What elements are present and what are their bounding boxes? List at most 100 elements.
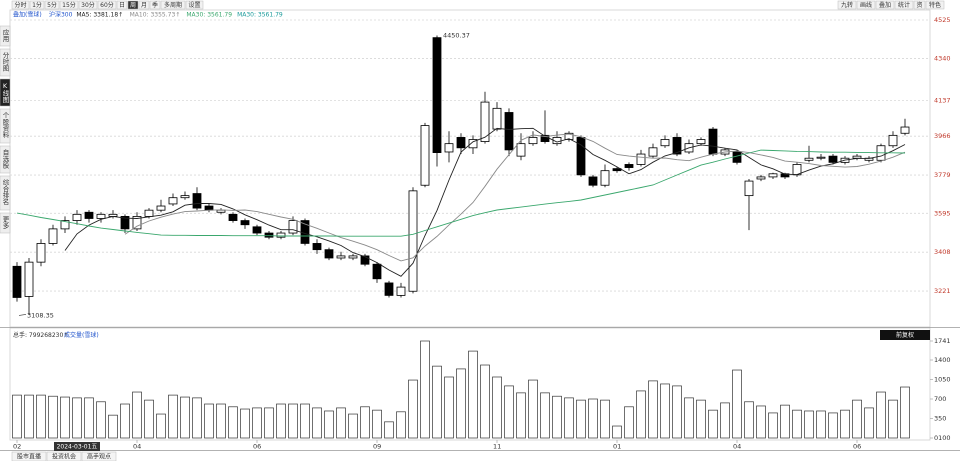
period-tab[interactable]: 日: [119, 2, 125, 9]
tool-button-bg[interactable]: [875, 0, 895, 10]
candle-body: [36, 243, 46, 263]
y-tick-label: 700: [934, 395, 946, 403]
volume-bar: [636, 390, 646, 439]
volume-bar: [24, 394, 34, 439]
candle-body: [12, 265, 22, 298]
sidebar-tab-bg[interactable]: [0, 175, 11, 211]
volume-bar: [276, 403, 286, 439]
volume-bar: [852, 399, 862, 439]
sidebar-tab[interactable]: 应用: [1, 28, 9, 44]
sidebar-tab-bg[interactable]: [0, 48, 11, 77]
period-tab[interactable]: 60分: [100, 1, 114, 9]
period-tab-bg[interactable]: [97, 0, 117, 10]
y-tick-label: 3221: [934, 287, 951, 295]
sidebar-tab[interactable]: 个股资料: [1, 112, 9, 140]
period-tab[interactable]: 1分: [32, 1, 42, 9]
tool-button-bg[interactable]: [837, 0, 857, 10]
adjust-button-bg[interactable]: [880, 330, 930, 340]
period-tab-bg[interactable]: [44, 0, 60, 10]
bottom-tab-bg[interactable]: [11, 451, 47, 461]
tool-button[interactable]: 特色: [929, 1, 941, 9]
volume-bar: [72, 397, 82, 439]
bottom-tab[interactable]: 投资机会: [52, 452, 76, 460]
volume-panel: [9, 327, 931, 441]
sidebar-tab-bg[interactable]: [0, 25, 11, 47]
x-tick-label: 04: [133, 443, 141, 451]
period-tab[interactable]: 季: [152, 1, 158, 9]
y-tick-label: 3966: [934, 132, 951, 140]
volume-bar: [192, 397, 202, 439]
volume-bar: [432, 365, 442, 439]
ma-line: [16, 149, 906, 237]
candle-body: [324, 249, 334, 259]
period-tab[interactable]: 5分: [47, 1, 57, 9]
tool-button[interactable]: 资: [916, 1, 922, 9]
period-tab-bg[interactable]: [127, 0, 139, 10]
candle-body: [240, 220, 250, 226]
candle-body: [624, 164, 634, 168]
period-tab[interactable]: 30分: [81, 1, 95, 9]
period-tab-bg[interactable]: [116, 0, 128, 10]
sidebar-tab[interactable]: 分时图: [1, 51, 9, 73]
sidebar-tab[interactable]: 更多: [1, 216, 9, 231]
candle-body: [480, 101, 490, 142]
volume-bar: [888, 399, 898, 439]
volume-bar: [600, 399, 610, 439]
volume-bar: [804, 410, 814, 439]
volume-bar: [384, 421, 394, 439]
period-tab-bg[interactable]: [78, 0, 98, 10]
legend-entry: MA30: 3561.79: [186, 12, 232, 19]
x-tick-label: 01: [613, 443, 621, 451]
period-tab-bg[interactable]: [138, 0, 150, 10]
tool-button[interactable]: 叠加: [879, 1, 891, 9]
period-tab[interactable]: 周: [130, 2, 136, 9]
period-tab-bg[interactable]: [29, 0, 45, 10]
volume-bar: [312, 407, 322, 439]
bottom-tab-bg[interactable]: [81, 451, 117, 461]
period-tab[interactable]: 分时: [14, 1, 26, 9]
volume-bar: [408, 379, 418, 439]
candle-body: [84, 211, 94, 219]
sidebar-tab[interactable]: 综合排名: [1, 178, 9, 207]
ma-line: [64, 127, 906, 277]
period-tab-bg[interactable]: [59, 0, 79, 10]
tool-button[interactable]: 九转: [841, 1, 853, 9]
period-tab[interactable]: 多周期: [164, 1, 182, 9]
period-tab[interactable]: 15分: [62, 1, 76, 9]
sidebar-tab[interactable]: 自选股: [1, 148, 9, 170]
sidebar-tab[interactable]: K线图: [1, 82, 9, 104]
volume-bar: [840, 409, 850, 439]
tool-button-bg[interactable]: [913, 0, 926, 10]
sidebar-tab-bg[interactable]: [0, 108, 11, 144]
tool-button-bg[interactable]: [925, 0, 945, 10]
volume-bar: [516, 392, 526, 439]
tool-button[interactable]: 画线: [860, 1, 872, 9]
volume-bar: [288, 403, 298, 439]
x-tick-label: 09: [373, 443, 381, 451]
candle-body: [828, 155, 838, 163]
period-tab-bg[interactable]: [185, 0, 204, 10]
adjust-button[interactable]: 前复权: [896, 331, 914, 339]
volume-bar: [456, 368, 466, 439]
period-tab-bg[interactable]: [11, 0, 30, 10]
bottom-tab[interactable]: 高手观点: [87, 452, 111, 460]
period-tab[interactable]: 月: [141, 2, 147, 9]
bottom-tab-bg[interactable]: [46, 451, 82, 461]
tool-button[interactable]: 统计: [898, 1, 910, 9]
period-tab[interactable]: 设置: [188, 1, 200, 9]
period-tab-bg[interactable]: [160, 0, 186, 10]
volume-bar: [708, 409, 718, 439]
candle-body: [360, 255, 370, 265]
period-tab-bg[interactable]: [149, 0, 161, 10]
sidebar-tab-bg[interactable]: [0, 145, 11, 174]
sidebar-tab-bg[interactable]: [0, 212, 11, 234]
volume-bar: [252, 407, 262, 439]
tool-button-bg[interactable]: [856, 0, 876, 10]
candle-body: [96, 213, 106, 219]
bottom-tab[interactable]: 股市直播: [17, 452, 41, 460]
tool-button-bg[interactable]: [894, 0, 914, 10]
candle-body: [252, 226, 262, 234]
candle-body: [900, 126, 910, 134]
sidebar-tab-bg[interactable]: [0, 78, 11, 107]
